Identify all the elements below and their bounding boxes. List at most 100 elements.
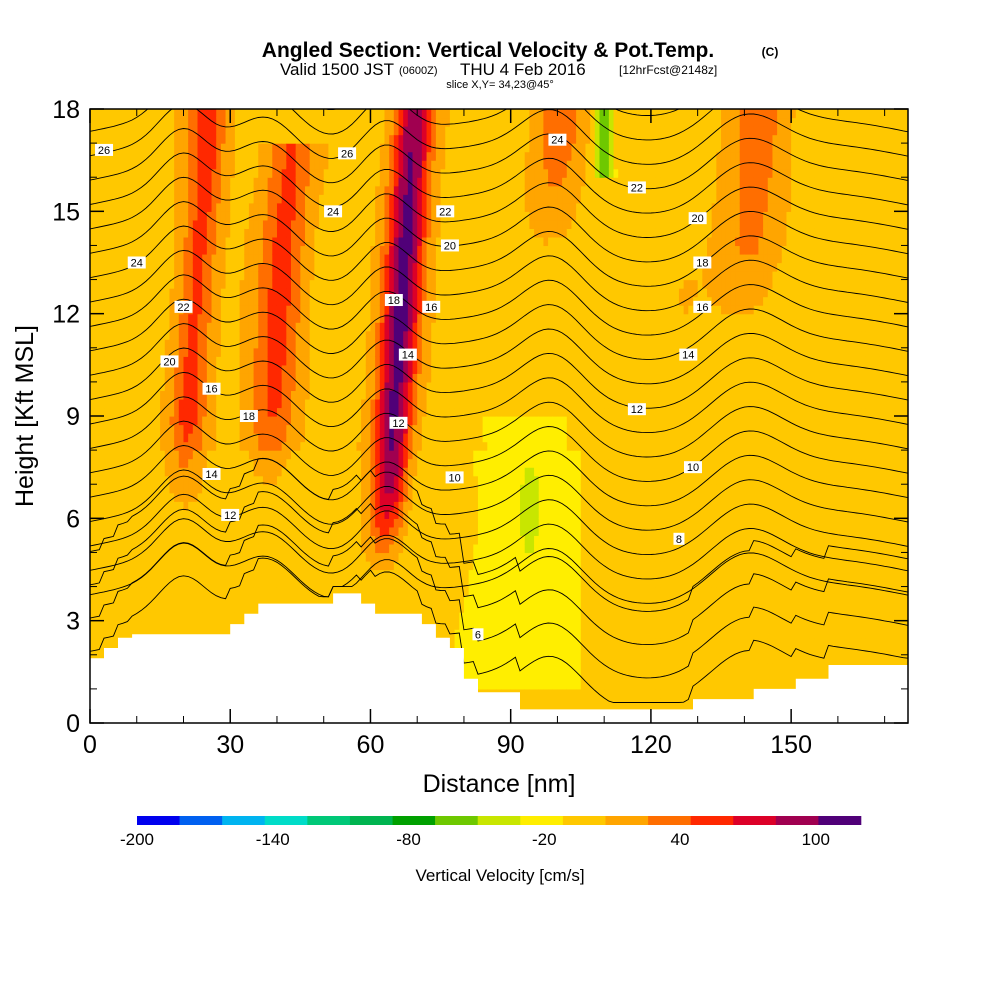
field-cell	[169, 526, 175, 536]
field-cell	[141, 330, 147, 340]
field-cell	[150, 458, 157, 468]
field-cell	[225, 288, 231, 298]
field-cell	[174, 475, 180, 485]
field-cell	[113, 424, 119, 434]
field-cell	[393, 271, 400, 281]
field-cell	[375, 219, 381, 229]
field-cell	[178, 381, 185, 392]
field-cell	[141, 245, 147, 255]
field-cell	[244, 134, 250, 144]
field-cell	[258, 560, 264, 571]
field-cell	[160, 117, 166, 127]
field-cell	[113, 177, 119, 187]
field-cell	[375, 126, 381, 136]
field-cell	[267, 501, 273, 511]
field-cell	[169, 305, 175, 315]
field-cell	[309, 569, 315, 579]
field-cell	[113, 339, 119, 349]
field-cell	[379, 305, 386, 315]
field-cell	[272, 356, 278, 366]
field-cell	[328, 219, 334, 229]
field-cell	[319, 211, 325, 221]
field-cell	[122, 305, 128, 315]
field-cell	[333, 356, 339, 366]
field-cell	[365, 194, 372, 204]
field-cell	[384, 279, 390, 289]
field-cell	[290, 552, 297, 562]
field-cell	[351, 339, 358, 349]
field-cell	[248, 253, 255, 264]
field-cell	[337, 313, 344, 323]
field-cell	[216, 501, 222, 511]
field-cell	[164, 262, 171, 272]
field-cell	[146, 228, 152, 238]
field-cell	[192, 595, 199, 605]
field-cell	[253, 441, 259, 451]
field-cell	[262, 398, 269, 409]
field-cell	[389, 578, 395, 588]
field-cell	[295, 126, 301, 136]
field-cell	[356, 322, 362, 332]
field-cell	[342, 373, 348, 383]
field-cell	[286, 305, 292, 315]
field-cell	[379, 398, 386, 409]
field-cell	[365, 305, 372, 315]
field-cell	[276, 236, 283, 247]
field-cell	[370, 211, 376, 221]
field-cell	[347, 475, 353, 485]
field-cell	[216, 569, 222, 579]
field-cell	[276, 185, 283, 195]
field-cell	[122, 168, 128, 178]
field-cell	[225, 595, 231, 605]
field-cell	[272, 185, 278, 195]
field-cell	[225, 253, 231, 264]
field-cell	[407, 578, 414, 588]
field-cell	[206, 262, 213, 272]
field-cell	[220, 603, 227, 613]
field-cell	[333, 475, 339, 485]
field-cell	[393, 441, 400, 451]
field-cell	[104, 637, 110, 647]
field-cell	[206, 194, 213, 204]
field-cell	[113, 552, 119, 562]
field-cell	[295, 586, 301, 596]
field-cell	[290, 535, 297, 545]
field-cell	[132, 458, 138, 468]
field-cell	[309, 109, 315, 119]
field-cell	[300, 492, 306, 502]
field-cell	[113, 416, 119, 426]
field-cell	[216, 416, 222, 426]
field-cell	[155, 450, 161, 460]
field-cell	[183, 450, 189, 460]
field-cell	[305, 450, 311, 460]
field-cell	[258, 151, 264, 161]
field-cell	[230, 569, 236, 579]
field-cell	[361, 586, 367, 596]
field-cell	[160, 390, 166, 400]
field-cell	[202, 433, 208, 443]
field-cell	[272, 151, 278, 161]
field-cell	[286, 364, 292, 374]
field-cell	[230, 450, 236, 460]
field-cell	[94, 475, 100, 485]
field-cell	[370, 109, 376, 119]
field-cell	[197, 279, 203, 289]
field-cell	[127, 126, 133, 136]
field-cell	[407, 236, 414, 247]
field-cell	[262, 330, 269, 340]
field-cell	[305, 458, 311, 468]
field-cell	[169, 168, 175, 178]
field-cell	[127, 441, 133, 451]
field-cell	[174, 526, 180, 536]
field-cell	[127, 356, 133, 366]
field-cell	[333, 143, 339, 153]
field-cell	[118, 322, 124, 332]
field-cell	[323, 219, 329, 229]
field-cell	[99, 424, 105, 434]
field-cell	[94, 407, 100, 417]
field-cell	[323, 313, 329, 323]
field-cell	[99, 194, 105, 204]
field-cell	[178, 134, 185, 144]
field-cell	[141, 109, 147, 119]
field-cell	[309, 288, 315, 298]
